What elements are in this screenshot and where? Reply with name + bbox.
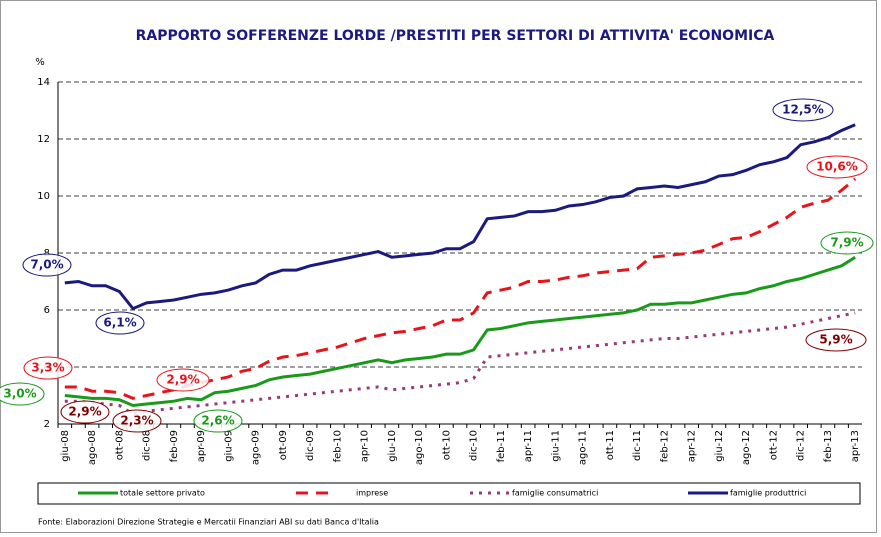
x-tick-label: giu-08 (60, 430, 71, 462)
legend-box (37, 482, 861, 505)
x-tick-label: feb-10 (332, 430, 343, 462)
legend-label: imprese (356, 489, 388, 498)
y-tick-label: 6 (44, 305, 50, 316)
x-tick-label: apr-11 (523, 430, 534, 462)
annotation-ellipse (772, 98, 834, 122)
series-line (64, 311, 856, 416)
annotation-label: 2,3% (120, 414, 153, 428)
series-line (64, 177, 857, 400)
x-tick-label: ott-10 (441, 430, 452, 460)
annotation-ellipse (0, 382, 45, 406)
x-tick-label: giu-11 (550, 430, 561, 462)
annotation-label: 2,9% (166, 373, 199, 387)
annotation-label: 10,6% (816, 160, 858, 174)
x-tick-label: ago-08 (87, 430, 98, 465)
x-tick-label: ago-09 (251, 430, 262, 465)
annotation-label: 2,9% (68, 405, 101, 419)
x-tick-label: feb-13 (823, 430, 834, 462)
x-tick-label: apr-10 (360, 430, 371, 462)
annotation-label: 7,9% (830, 236, 863, 250)
y-axis-label: % (35, 57, 45, 68)
annotation-label: 2,6% (201, 414, 234, 428)
x-tick-label: dic-11 (632, 430, 643, 461)
x-tick-label: ott-12 (768, 430, 779, 460)
x-tick-label: apr-13 (850, 430, 861, 462)
chart-title: RAPPORTO SOFFERENZE LORDE /PRESTITI PER … (136, 28, 775, 44)
annotation-ellipse (805, 328, 867, 352)
legend-label: famiglie produttrici (730, 489, 806, 498)
annotation-label: 3,0% (3, 387, 36, 401)
annotation-ellipse (23, 356, 73, 380)
annotation-ellipse (22, 253, 72, 277)
annotation-ellipse (95, 311, 145, 335)
x-tick-label: ott-09 (278, 430, 289, 460)
legend-label: totale settore privato (120, 489, 205, 498)
x-tick-label: dic-12 (796, 430, 807, 461)
source-note: Fonte: Elaborazioni Direzione Strategie … (38, 518, 379, 527)
annotation-ellipse (60, 400, 110, 424)
annotation-label: 12,5% (782, 103, 824, 117)
x-tick-label: dic-10 (469, 430, 480, 461)
x-tick-label: feb-09 (169, 430, 180, 462)
series-line (64, 123, 856, 311)
annotation-ellipse (806, 155, 868, 179)
y-tick-label: 12 (37, 134, 50, 145)
annotation-label: 7,0% (30, 258, 63, 272)
annotation-ellipse (156, 368, 210, 392)
x-tick-label: ott-11 (605, 430, 616, 460)
annotation-ellipse (820, 231, 874, 255)
x-tick-label: apr-09 (196, 430, 207, 462)
annotation-label: 3,3% (31, 361, 64, 375)
series-line (64, 256, 856, 408)
y-tick-label: 14 (37, 77, 50, 88)
x-tick-label: ago-12 (741, 430, 752, 465)
x-tick-label: apr-12 (687, 430, 698, 462)
y-tick-label: 2 (44, 419, 50, 430)
x-tick-label: giu-10 (387, 430, 398, 462)
x-tick-label: ago-11 (578, 430, 589, 465)
x-tick-label: feb-11 (496, 430, 507, 462)
x-tick-label: feb-12 (659, 430, 670, 462)
x-tick-label: giu-09 (223, 430, 234, 462)
x-tick-label: giu-12 (714, 430, 725, 462)
x-tick-label: dic-09 (305, 430, 316, 461)
x-tick-label: ago-10 (414, 430, 425, 465)
x-tick-label: ott-08 (114, 430, 125, 460)
legend-label: famiglie consumatrici (512, 489, 598, 498)
annotation-label: 5,9% (819, 333, 852, 347)
x-tick-label: dic-08 (142, 430, 153, 461)
annotation-ellipse (193, 409, 243, 433)
annotation-ellipse (112, 409, 162, 433)
y-tick-label: 10 (37, 191, 50, 202)
annotation-label: 6,1% (103, 316, 136, 330)
y-tick-label: 8 (44, 248, 50, 259)
